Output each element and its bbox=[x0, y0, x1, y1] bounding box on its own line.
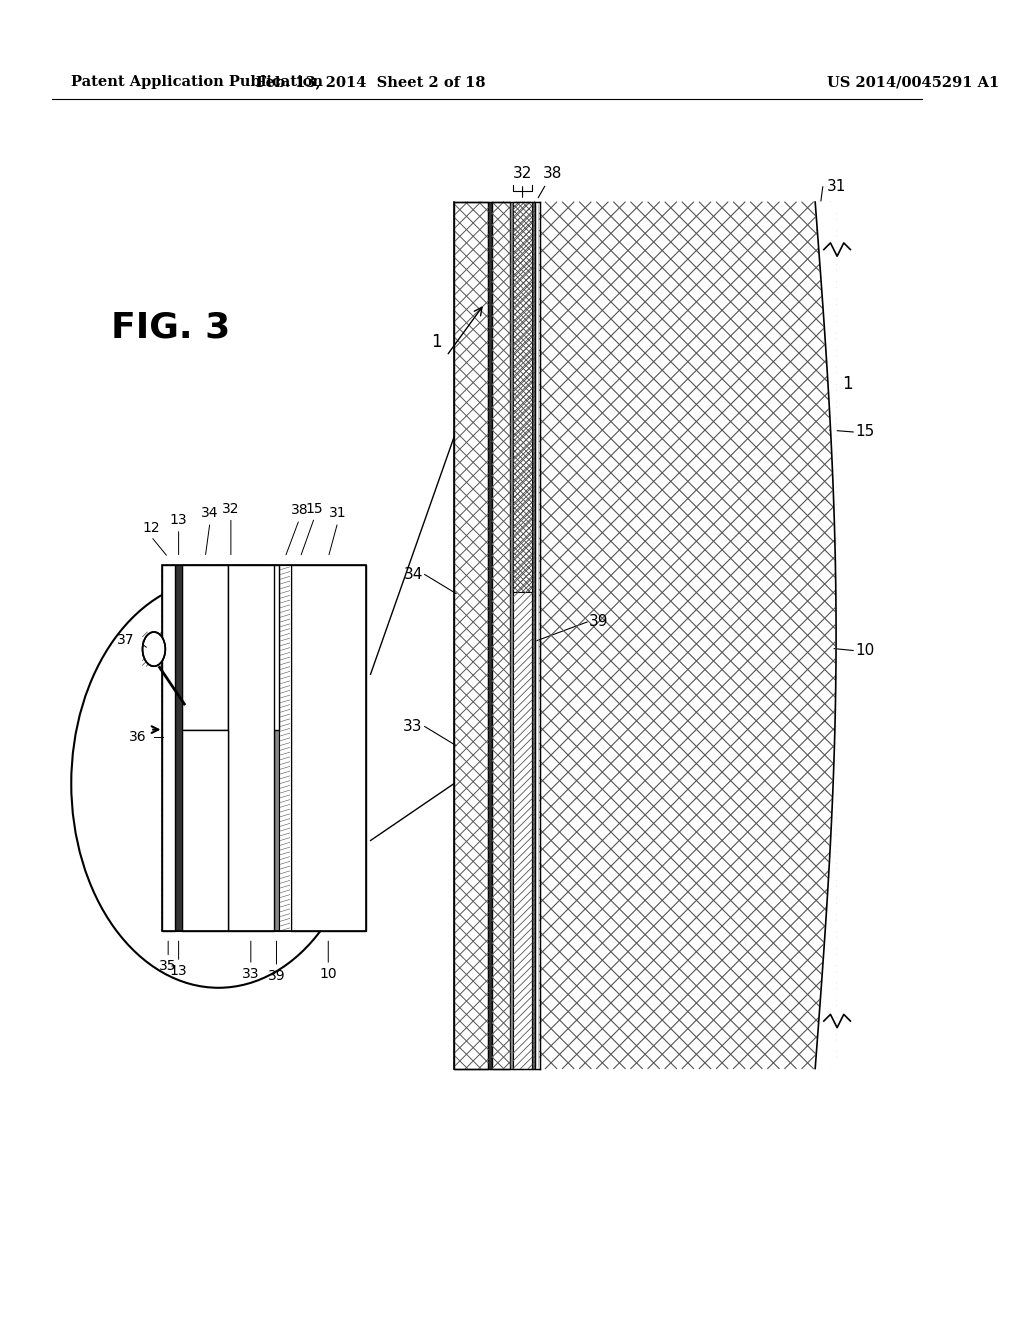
Text: 13: 13 bbox=[170, 513, 187, 527]
Polygon shape bbox=[488, 202, 493, 1068]
Text: 10: 10 bbox=[855, 643, 874, 657]
Polygon shape bbox=[182, 565, 228, 730]
Text: 15: 15 bbox=[306, 502, 324, 516]
Polygon shape bbox=[815, 202, 836, 1068]
Polygon shape bbox=[273, 565, 280, 931]
Text: 37: 37 bbox=[118, 632, 135, 647]
Text: US 2014/0045291 A1: US 2014/0045291 A1 bbox=[826, 75, 998, 90]
Polygon shape bbox=[280, 565, 291, 931]
Text: 1: 1 bbox=[431, 333, 441, 351]
Text: 39: 39 bbox=[589, 615, 608, 630]
Text: 39: 39 bbox=[267, 969, 286, 983]
Text: 10: 10 bbox=[319, 966, 337, 981]
Ellipse shape bbox=[142, 632, 165, 667]
Text: 38: 38 bbox=[539, 166, 562, 198]
Polygon shape bbox=[182, 565, 280, 730]
Polygon shape bbox=[513, 202, 532, 1068]
Text: Feb. 13, 2014  Sheet 2 of 18: Feb. 13, 2014 Sheet 2 of 18 bbox=[256, 75, 485, 90]
Text: 32: 32 bbox=[222, 502, 240, 516]
Text: FIG. 3: FIG. 3 bbox=[112, 310, 230, 345]
Text: 38: 38 bbox=[291, 503, 308, 517]
Text: 15: 15 bbox=[855, 425, 874, 440]
Polygon shape bbox=[513, 202, 532, 591]
Polygon shape bbox=[182, 730, 228, 931]
Text: 34: 34 bbox=[403, 568, 423, 582]
Polygon shape bbox=[493, 202, 510, 1068]
Text: Patent Application Publication: Patent Application Publication bbox=[72, 75, 324, 90]
Text: 32: 32 bbox=[513, 166, 532, 198]
Polygon shape bbox=[175, 565, 182, 931]
Text: 33: 33 bbox=[242, 966, 259, 981]
Polygon shape bbox=[532, 202, 535, 1068]
Polygon shape bbox=[228, 565, 273, 931]
Text: 31: 31 bbox=[826, 180, 846, 194]
Text: 13: 13 bbox=[170, 964, 187, 978]
Text: 31: 31 bbox=[329, 507, 346, 520]
Polygon shape bbox=[510, 202, 513, 1068]
Polygon shape bbox=[162, 565, 175, 931]
Text: 34: 34 bbox=[202, 507, 219, 520]
Text: 12: 12 bbox=[142, 520, 160, 535]
Polygon shape bbox=[535, 202, 540, 1068]
Text: 1: 1 bbox=[842, 375, 853, 393]
Text: 36: 36 bbox=[129, 730, 146, 744]
Text: 35: 35 bbox=[160, 960, 177, 973]
Polygon shape bbox=[454, 202, 488, 1068]
Text: 33: 33 bbox=[403, 719, 423, 734]
Polygon shape bbox=[291, 565, 366, 931]
